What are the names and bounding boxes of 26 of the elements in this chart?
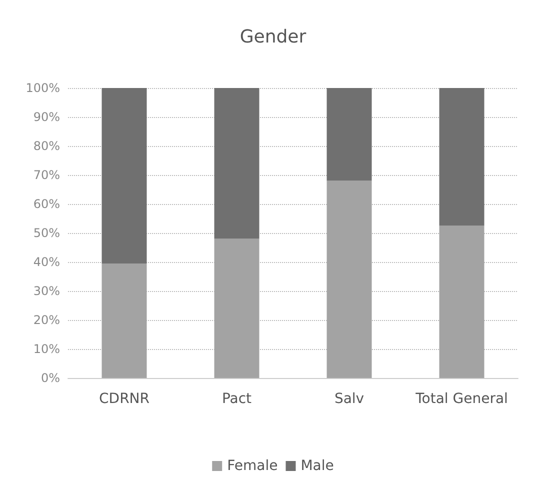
y-tick-label: 0% — [40, 371, 60, 385]
y-tick-label: 60% — [33, 197, 60, 211]
y-tick-label: 70% — [33, 168, 60, 182]
legend-label: Female — [227, 458, 278, 474]
bar — [102, 88, 147, 264]
bar — [326, 88, 372, 181]
bar — [439, 226, 484, 378]
bar — [326, 180, 372, 378]
y-tick-label: 40% — [33, 255, 60, 269]
y-tick-label: 90% — [33, 110, 60, 124]
y-tick-label: 100% — [26, 81, 60, 95]
y-tick-label: 80% — [33, 139, 60, 153]
y-tick-label: 20% — [33, 313, 60, 327]
x-tick-label: CDRNR — [99, 391, 150, 407]
bar — [439, 88, 484, 226]
y-tick-label: 50% — [33, 226, 60, 240]
y-tick-label: 10% — [33, 342, 60, 356]
chart-title: Gender — [240, 26, 307, 48]
y-tick-label: 30% — [33, 284, 60, 298]
bar — [214, 238, 260, 378]
x-tick-label: Salv — [334, 391, 364, 407]
x-tick-label: Pact — [222, 391, 252, 407]
legend-label: Male — [300, 458, 334, 474]
bar — [102, 263, 147, 378]
bar — [214, 88, 260, 239]
x-tick-label: Total General — [414, 391, 508, 407]
